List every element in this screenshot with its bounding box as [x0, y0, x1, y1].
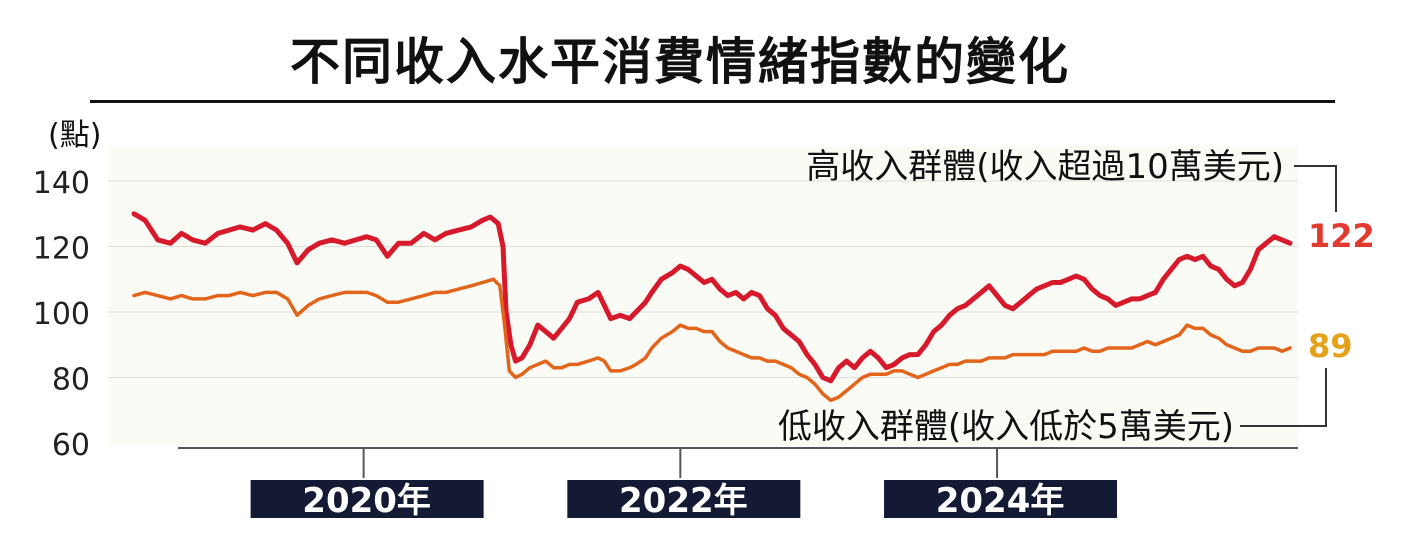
chart-title: 不同收入水平消費情緒指數的變化 — [290, 33, 1070, 91]
x-tick-label: 2024年 — [936, 481, 1065, 521]
y-axis-unit: (點) — [48, 118, 102, 153]
x-tick-label-box — [250, 480, 484, 518]
x-tick-label-box — [884, 480, 1118, 518]
y-tick-label: 120 — [33, 232, 90, 267]
leader-line-high-income — [1294, 165, 1337, 212]
series-label-low-income: 低收入群體(收入低於5萬美元) — [778, 407, 1234, 447]
plot-area — [108, 146, 1298, 446]
x-tick-label: 2022年 — [619, 481, 748, 521]
y-tick-label: 60 — [52, 428, 90, 463]
series-lines — [131, 211, 1293, 403]
y-tick-label: 140 — [33, 166, 90, 201]
x-tick-label: 2020年 — [302, 481, 431, 521]
y-tick-label: 100 — [33, 297, 90, 332]
end-value-high-income: 122 — [1308, 217, 1375, 255]
series-label-high-income: 高收入群體(收入超過10萬美元) — [806, 147, 1284, 187]
y-tick-label: 80 — [52, 363, 90, 398]
leader-line-low-income — [1240, 368, 1327, 427]
title-divider — [90, 100, 1335, 103]
grid-lines — [108, 146, 1298, 446]
series-annotations: 高收入群體(收入超過10萬美元) 122 89 低收入群體(收入低於5萬美元) — [778, 147, 1375, 447]
series-line-high-income — [131, 211, 1293, 384]
x-tick-label-box — [567, 480, 801, 518]
x-axis: 2020年 2022年 2024年 — [178, 447, 1298, 521]
end-value-low-income: 89 — [1308, 327, 1353, 365]
y-axis-ticks: 140 120 100 80 60 — [33, 166, 90, 463]
series-line-low-income — [132, 277, 1292, 403]
